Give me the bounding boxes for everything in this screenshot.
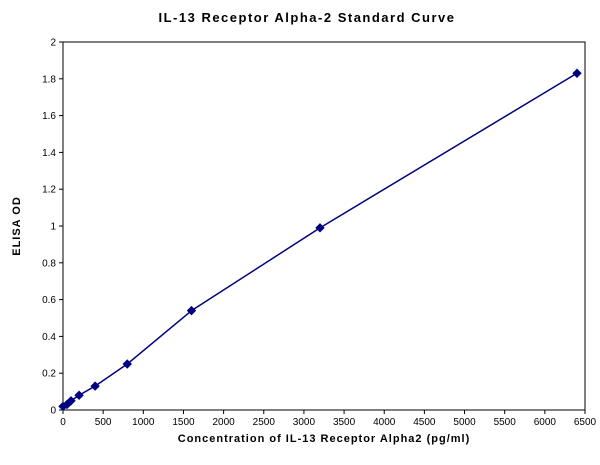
data-point-marker <box>90 381 100 391</box>
x-tick-label: 1000 <box>132 417 155 428</box>
x-tick-label: 3000 <box>293 417 316 428</box>
y-tick-label: 0.6 <box>42 295 56 306</box>
data-point-marker <box>74 390 84 400</box>
x-tick-label: 6000 <box>534 417 557 428</box>
y-tick-label: 1.4 <box>42 148 56 159</box>
data-point-marker <box>186 305 197 316</box>
y-tick-label: 0.8 <box>42 258 56 269</box>
y-axis-label: ELISA OD <box>11 196 23 256</box>
plot-area: 0 500 1000 1500 2000 2500 3000 3500 4000 4500 5000… <box>42 38 596 429</box>
x-tick-label: 4500 <box>413 417 436 428</box>
x-tick-label: 5500 <box>494 417 517 428</box>
x-tick-label: 5000 <box>453 417 476 428</box>
x-tick-label: 4000 <box>373 417 396 428</box>
x-tick-label: 1500 <box>172 417 195 428</box>
data-point-marker <box>572 68 582 78</box>
x-tick-label: 500 <box>95 417 112 428</box>
data-point-marker <box>122 359 132 369</box>
data-point-marker <box>315 223 325 233</box>
data-point-marker <box>66 396 76 406</box>
y-tick-label: 1.2 <box>42 185 56 196</box>
x-tick-label: 6500 <box>574 417 597 428</box>
chart-title: IL-13 Receptor Alpha-2 Standard Curve <box>158 10 455 25</box>
x-axis-label: Concentration of IL-13 Receptor Alpha2 (… <box>178 433 471 445</box>
y-tick-label: 1.6 <box>42 111 56 122</box>
y-tick-label: 0 <box>50 406 56 417</box>
y-tick-label: 1 <box>50 222 56 233</box>
x-tick-label: 2000 <box>212 417 235 428</box>
x-tick-label: 3500 <box>333 417 356 428</box>
y-tick-label: 0.4 <box>42 332 56 343</box>
x-tick-label: 2500 <box>253 417 276 428</box>
y-tick-label: 2 <box>50 38 56 49</box>
y-tick-label: 0.2 <box>42 369 56 380</box>
x-tick-label: 0 <box>60 417 66 428</box>
y-tick-label: 1.8 <box>42 74 56 85</box>
